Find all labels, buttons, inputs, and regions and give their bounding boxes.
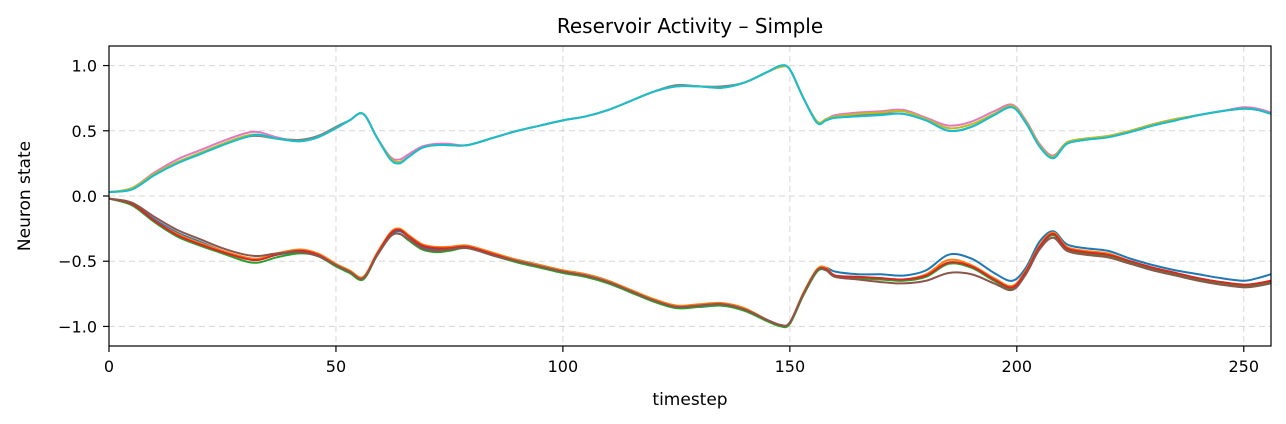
y-axis-ticks: 1.0 0.5 0.0 −0.5 −1.0 (58, 57, 109, 336)
series-line-5 (109, 197, 1271, 327)
grid-lines (108, 46, 1271, 346)
y-axis-label: Neuron state (15, 141, 35, 251)
series-line-3 (109, 197, 1271, 329)
x-axis-ticks: 0 50 100 150 200 250 (104, 346, 1259, 376)
x-tick-label: 100 (548, 357, 579, 376)
series-lines (109, 64, 1271, 329)
x-tick-label: 0 (104, 357, 114, 376)
chart-title: Reservoir Activity – Simple (557, 14, 823, 38)
x-axis-label: timestep (652, 390, 727, 410)
y-tick-label: 0.5 (72, 122, 97, 141)
x-tick-label: 50 (326, 357, 346, 376)
y-tick-label: −0.5 (58, 252, 97, 271)
y-tick-label: 1.0 (72, 57, 97, 76)
x-tick-label: 200 (1002, 357, 1033, 376)
x-tick-label: 250 (1228, 357, 1259, 376)
y-tick-label: 0.0 (72, 187, 97, 206)
series-line-9 (109, 64, 1271, 194)
series-line-7 (109, 64, 1271, 194)
y-tick-label: −1.0 (58, 317, 97, 336)
x-tick-label: 150 (775, 357, 806, 376)
